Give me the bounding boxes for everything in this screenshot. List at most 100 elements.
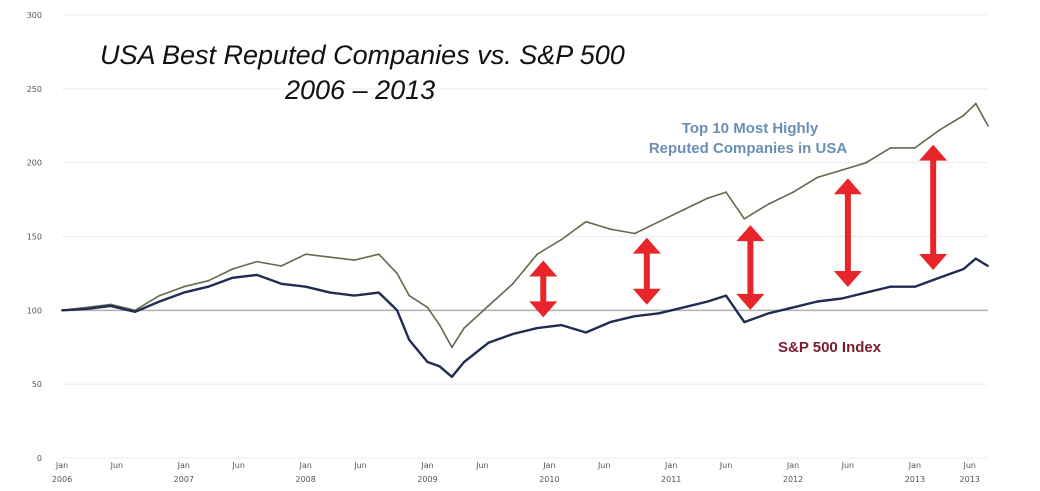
data-point (329, 291, 331, 294)
data-point (962, 114, 965, 117)
data-point (938, 129, 941, 132)
gap-arrow (833, 178, 862, 288)
data-point (438, 365, 441, 368)
x-tick-year: 2011 (661, 475, 681, 484)
data-point (511, 282, 514, 285)
x-tick-label: Jun (475, 461, 489, 470)
data-point (682, 306, 685, 309)
series-label-top10-line2: Reputed Companies in USA (649, 140, 848, 157)
data-point (256, 273, 258, 276)
x-tick-label: Jan (55, 461, 68, 470)
data-point (706, 300, 709, 303)
series-label-sp500: S&P 500 Index (778, 339, 882, 356)
data-point (207, 279, 210, 282)
data-point (329, 256, 331, 259)
data-point (974, 102, 977, 105)
data-point (816, 300, 819, 303)
data-point (231, 276, 234, 279)
x-tick-label: Jan (908, 461, 921, 470)
data-point (450, 346, 453, 349)
data-point (536, 327, 539, 329)
y-tick-label: 50 (32, 380, 42, 389)
data-point (938, 276, 941, 279)
data-point (585, 331, 587, 334)
data-point (865, 291, 868, 294)
gap-arrow (919, 144, 948, 271)
x-tick-year: 2009 (417, 475, 437, 484)
data-point (408, 338, 411, 341)
x-tick-label: Jan (664, 461, 677, 470)
gap-arrow (736, 225, 765, 310)
data-point (865, 161, 868, 164)
gap-arrow (529, 260, 558, 318)
data-point (109, 305, 112, 307)
data-point (987, 124, 989, 127)
chart-subtitle: 2006 – 2013 (284, 75, 435, 105)
x-tick-label: Jun (841, 461, 855, 470)
data-point (231, 268, 234, 270)
data-point (743, 321, 746, 324)
data-point (987, 265, 989, 267)
data-point (792, 191, 794, 194)
y-tick-label: 0 (37, 454, 42, 463)
data-point (609, 228, 612, 231)
x-tick-label: Jun (231, 461, 245, 470)
data-point (85, 307, 88, 310)
data-point (974, 257, 977, 260)
x-tick-label: Jun (719, 461, 733, 470)
data-point (463, 361, 465, 363)
data-point (207, 285, 210, 288)
chart-title: USA Best Reputed Companies vs. S&P 500 (100, 40, 625, 70)
x-tick-year: 2012 (783, 475, 803, 484)
y-tick-label: 150 (27, 233, 42, 242)
data-point (158, 294, 161, 297)
data-point (304, 285, 307, 288)
data-point (487, 305, 490, 307)
x-tick-label: Jan (420, 461, 433, 470)
data-point (396, 309, 398, 312)
data-point (280, 282, 283, 285)
data-point (889, 147, 892, 149)
y-axis: 0 50 100 150 200 250 300 (27, 11, 42, 463)
data-point (396, 272, 398, 275)
x-tick-year: 2010 (539, 475, 559, 484)
x-tick-label: Jan (786, 461, 799, 470)
x-tick-year: 2007 (174, 475, 194, 484)
x-tick-label: Jan (542, 461, 555, 470)
series-lines (61, 102, 989, 378)
data-point (816, 176, 819, 179)
data-point (182, 291, 185, 294)
data-point (134, 310, 137, 313)
gap-arrows (529, 144, 948, 318)
x-axis: Jan 2006 Jun Jan 2007 Jun Jan 2008 Jun Jan 2009 Jun… (52, 461, 980, 484)
data-point (706, 197, 709, 200)
data-point (426, 361, 429, 363)
data-point (767, 312, 770, 315)
data-point (353, 294, 356, 297)
data-point (182, 285, 185, 288)
data-point (792, 306, 794, 309)
y-tick-label: 250 (27, 85, 42, 94)
x-tick-label: Jun (353, 461, 367, 470)
data-point (426, 306, 429, 309)
data-point (609, 321, 612, 324)
data-point (840, 297, 843, 300)
data-point (353, 259, 356, 262)
data-point (658, 312, 660, 315)
data-point (767, 203, 770, 205)
y-tick-label: 300 (27, 11, 42, 20)
data-point (304, 253, 307, 256)
x-tick-label: Jun (962, 461, 976, 470)
data-point (633, 315, 636, 318)
data-point (438, 324, 441, 326)
data-point (256, 260, 258, 263)
data-point (408, 294, 411, 297)
x-tick-year: 2013 (960, 475, 980, 484)
data-point (463, 327, 465, 329)
x-tick-label: Jan (299, 461, 312, 470)
gap-arrow (632, 237, 661, 305)
x-tick-year: 2013 (905, 475, 925, 484)
data-point (840, 169, 843, 171)
